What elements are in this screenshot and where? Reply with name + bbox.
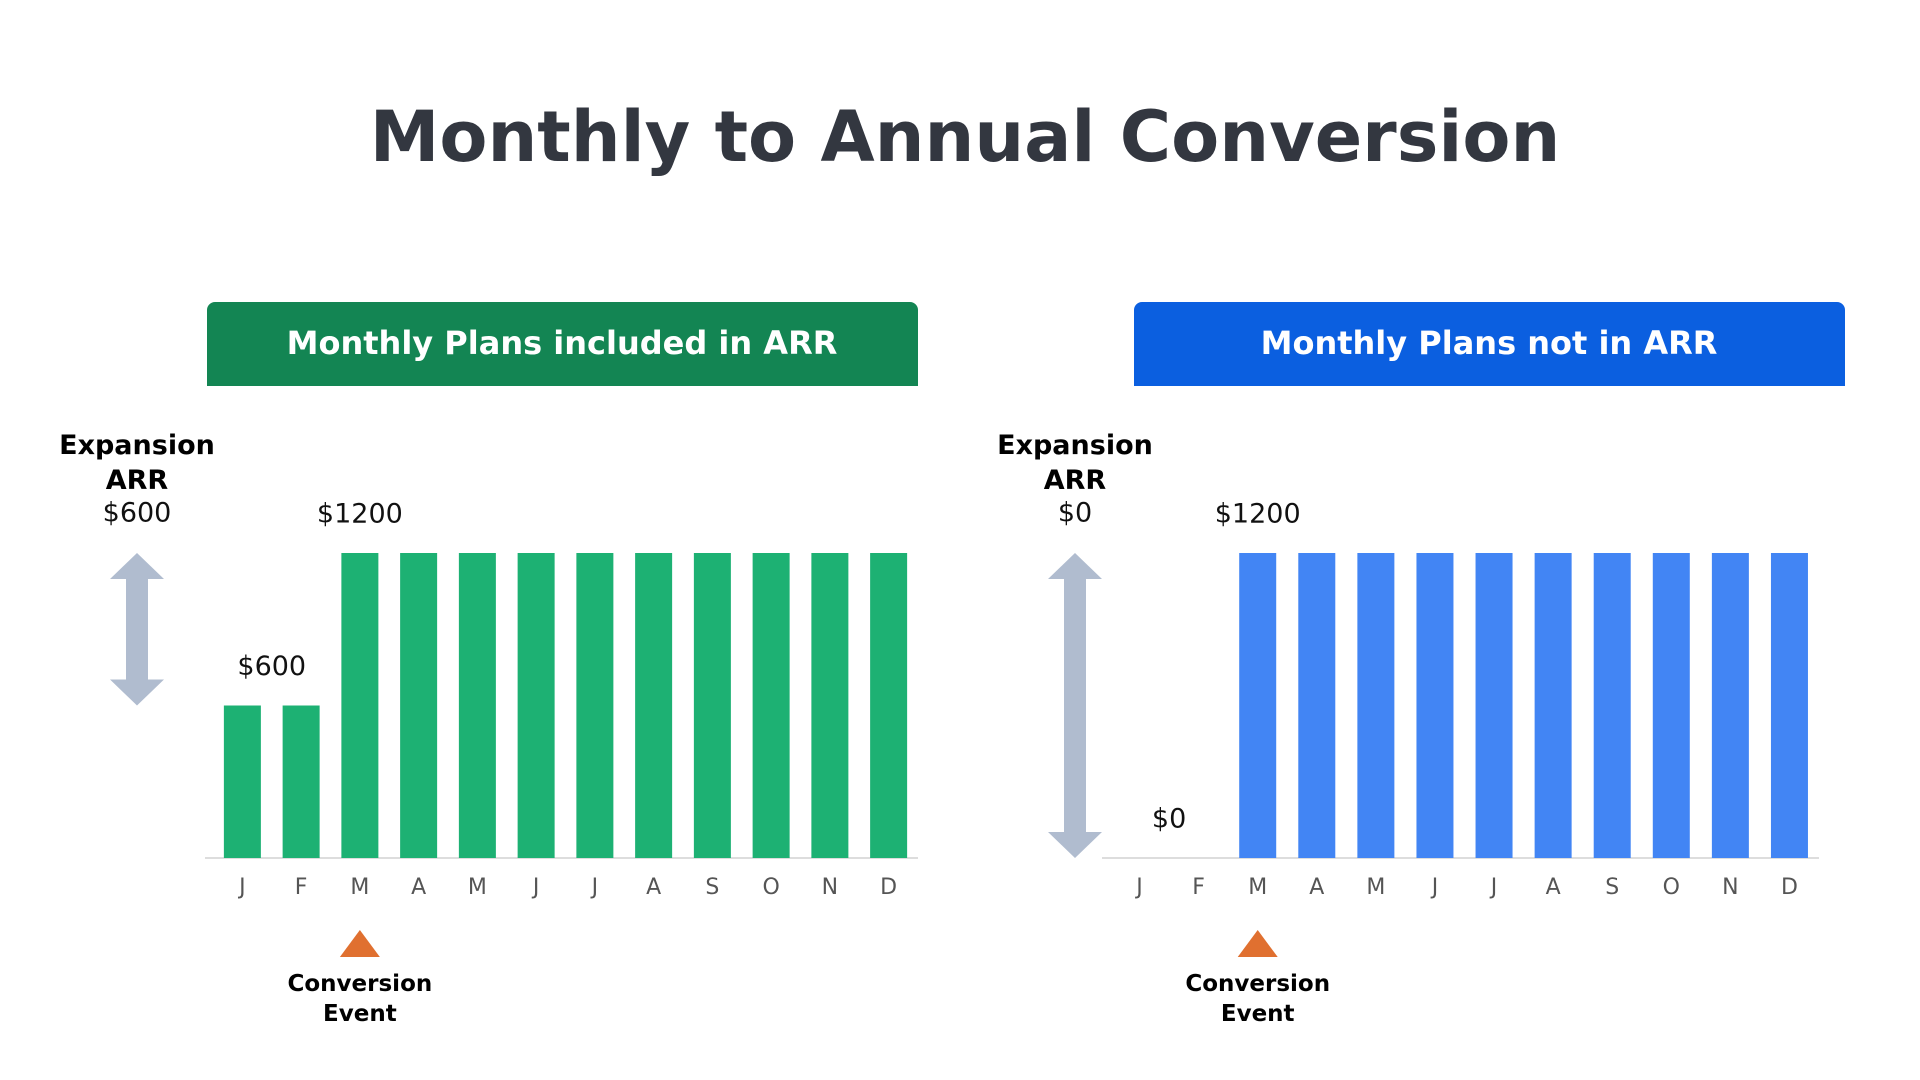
- bar: [635, 553, 673, 858]
- bar: [1475, 553, 1513, 858]
- x-tick-label: J: [1134, 875, 1143, 900]
- x-tick-label: O: [762, 875, 779, 900]
- x-tick-label: N: [822, 875, 838, 900]
- x-tick-label: M: [1248, 875, 1267, 900]
- x-tick-label: J: [1430, 875, 1439, 900]
- bar: [458, 553, 496, 858]
- bar: [1711, 553, 1749, 858]
- x-tick-label: F: [1192, 875, 1205, 900]
- bar: [811, 553, 849, 858]
- bar: [1357, 553, 1395, 858]
- bar: [341, 553, 379, 858]
- event-marker: [339, 930, 380, 957]
- x-tick-label: M: [468, 875, 487, 900]
- bar: [1416, 553, 1454, 858]
- bar: [752, 553, 790, 858]
- bar: [517, 553, 555, 858]
- bar: [1239, 553, 1277, 858]
- event-label: Conversion Event: [287, 971, 433, 1027]
- bar: [576, 553, 614, 858]
- x-tick-label: A: [1309, 875, 1324, 900]
- bar: [223, 705, 261, 858]
- bar: [1593, 553, 1631, 858]
- expansion-value: $600: [103, 498, 172, 529]
- x-tick-label: J: [237, 875, 246, 900]
- x-tick-label: S: [705, 875, 719, 900]
- panel-header-base: [1134, 360, 1845, 386]
- event-label: Conversion Event: [1185, 971, 1331, 1027]
- panel-title: Monthly Plans not in ARR: [1261, 324, 1718, 362]
- expansion-label: Expansion ARR: [997, 430, 1153, 497]
- event-marker: [1237, 930, 1278, 957]
- x-tick-label: F: [295, 875, 308, 900]
- bar: [282, 705, 320, 858]
- bar: [1298, 553, 1336, 858]
- panel-header-base: [207, 360, 918, 386]
- x-tick-label: J: [1489, 875, 1498, 900]
- x-tick-label: D: [1781, 875, 1798, 900]
- value-label: $1200: [1215, 499, 1301, 530]
- value-label: $1200: [317, 499, 403, 530]
- page-title: Monthly to Annual Conversion: [370, 96, 1561, 178]
- bar: [400, 553, 438, 858]
- value-label: $0: [1152, 804, 1186, 835]
- x-tick-label: S: [1605, 875, 1619, 900]
- bar: [693, 553, 731, 858]
- bar: [1534, 553, 1572, 858]
- bar: [870, 553, 908, 858]
- expansion-label: Expansion ARR: [59, 430, 215, 497]
- x-tick-label: O: [1663, 875, 1680, 900]
- bar: [1770, 553, 1808, 858]
- x-tick-label: A: [411, 875, 426, 900]
- x-tick-label: D: [880, 875, 897, 900]
- x-tick-label: A: [646, 875, 661, 900]
- bar: [1652, 553, 1690, 858]
- x-tick-label: J: [590, 875, 599, 900]
- panel-title: Monthly Plans included in ARR: [287, 324, 838, 362]
- x-tick-label: N: [1722, 875, 1738, 900]
- expansion-arrow: [110, 553, 164, 706]
- x-tick-label: M: [350, 875, 369, 900]
- value-label: $600: [237, 651, 306, 682]
- expansion-arrow: [1048, 553, 1102, 858]
- expansion-value: $0: [1058, 498, 1092, 529]
- x-tick-label: J: [531, 875, 540, 900]
- x-tick-label: A: [1546, 875, 1561, 900]
- x-tick-label: M: [1366, 875, 1385, 900]
